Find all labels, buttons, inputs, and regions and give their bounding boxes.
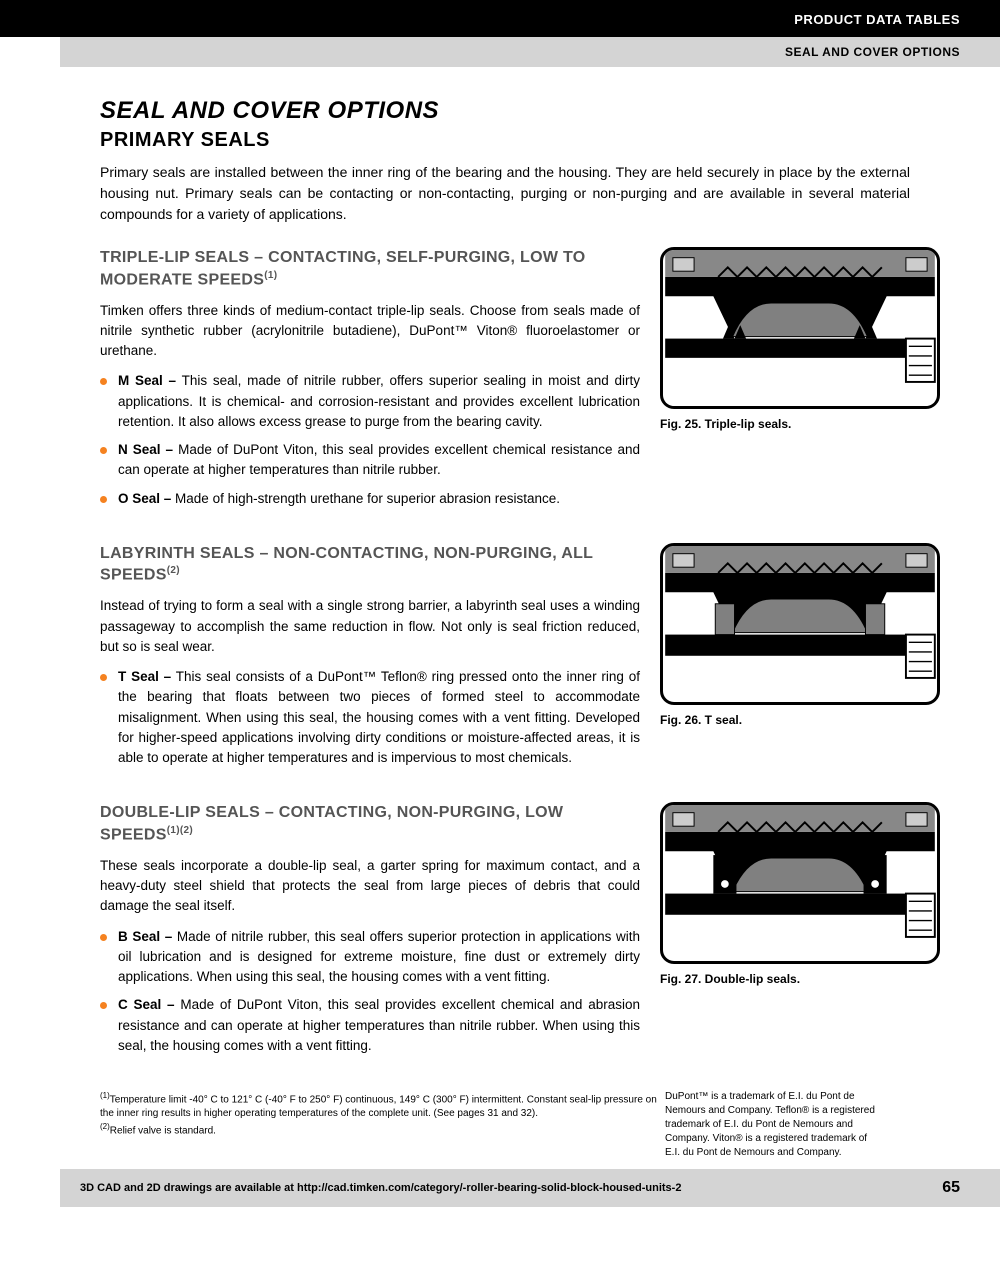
heading-sup: (1) (264, 270, 277, 281)
item-label: B Seal – (118, 929, 172, 944)
list-item: N Seal – Made of DuPont Viton, this seal… (100, 440, 640, 481)
figure-col: Fig. 25. Triple-lip seals. (660, 247, 940, 431)
heading-sup: (1)(2) (167, 825, 193, 836)
figure-caption: Fig. 27. Double-lip seals. (660, 972, 940, 986)
section-body: These seals incorporate a double-lip sea… (100, 856, 640, 917)
page-footer: 3D CAD and 2D drawings are available at … (60, 1169, 1000, 1207)
figure-caption: Fig. 26. T seal. (660, 713, 940, 727)
item-label: N Seal – (118, 442, 173, 457)
heading-text: TRIPLE-LIP SEALS – CONTACTING, SELF-PURG… (100, 249, 586, 288)
heading-sup: (2) (167, 565, 180, 576)
seal-list: M Seal – This seal, made of nitrile rubb… (100, 371, 640, 509)
item-text: Made of DuPont Viton, this seal provides… (118, 997, 640, 1053)
header-top: PRODUCT DATA TABLES (0, 0, 1000, 37)
item-label: C Seal – (118, 997, 175, 1012)
trademark-notice: DuPont™ is a trademark of E.I. du Pont d… (665, 1090, 880, 1160)
item-label: O Seal – (118, 491, 171, 506)
figure-caption: Fig. 25. Triple-lip seals. (660, 417, 940, 431)
page-subtitle: PRIMARY SEALS (100, 129, 940, 152)
footer-text: 3D CAD and 2D drawings are available at … (80, 1182, 681, 1194)
figure-col: Fig. 27. Double-lip seals. (660, 802, 940, 986)
item-label: M Seal – (118, 373, 176, 388)
item-text: Made of DuPont Viton, this seal provides… (118, 442, 640, 477)
section-body: Timken offers three kinds of medium-cont… (100, 301, 640, 362)
section-heading: TRIPLE-LIP SEALS – CONTACTING, SELF-PURG… (100, 247, 640, 291)
item-text: This seal consists of a DuPont™ Teflon® … (118, 669, 640, 765)
footnotes: (1)Temperature limit -40° C to 121° C (-… (100, 1090, 660, 1139)
section-body: Instead of trying to form a seal with a … (100, 596, 640, 657)
page-number: 65 (942, 1179, 960, 1197)
content: SEAL AND COVER OPTIONS PRIMARY SEALS Pri… (0, 67, 1000, 1139)
intro-paragraph: Primary seals are installed between the … (100, 162, 910, 225)
list-item: O Seal – Made of high-strength urethane … (100, 489, 640, 509)
section-heading: LABYRINTH SEALS – NON-CONTACTING, NON-PU… (100, 543, 640, 587)
list-item: B Seal – Made of nitrile rubber, this se… (100, 927, 640, 988)
item-text: This seal, made of nitrile rubber, offer… (118, 373, 640, 429)
item-text: Made of high-strength urethane for super… (171, 491, 560, 506)
section-double-lip: DOUBLE-LIP SEALS – CONTACTING, NON-PURGI… (100, 802, 940, 1064)
figure-col: Fig. 26. T seal. (660, 543, 940, 727)
list-item: C Seal – Made of DuPont Viton, this seal… (100, 995, 640, 1056)
list-item: T Seal – This seal consists of a DuPont™… (100, 667, 640, 768)
footnote-2: (2)Relief valve is standard. (100, 1121, 660, 1138)
page-title: SEAL AND COVER OPTIONS (100, 97, 940, 125)
figure-26 (660, 543, 940, 705)
figure-25 (660, 247, 940, 409)
seal-list: B Seal – Made of nitrile rubber, this se… (100, 927, 640, 1057)
section-heading: DOUBLE-LIP SEALS – CONTACTING, NON-PURGI… (100, 802, 640, 846)
figure-27 (660, 802, 940, 964)
list-item: M Seal – This seal, made of nitrile rubb… (100, 371, 640, 432)
seal-list: T Seal – This seal consists of a DuPont™… (100, 667, 640, 768)
section-labyrinth: LABYRINTH SEALS – NON-CONTACTING, NON-PU… (100, 543, 940, 777)
item-text: Made of nitrile rubber, this seal offers… (118, 929, 640, 985)
header-sub: SEAL AND COVER OPTIONS (60, 37, 1000, 67)
item-label: T Seal – (118, 669, 171, 684)
page: PRODUCT DATA TABLES SEAL AND COVER OPTIO… (0, 0, 1000, 1207)
section-triple-lip: TRIPLE-LIP SEALS – CONTACTING, SELF-PURG… (100, 247, 940, 517)
heading-text: DOUBLE-LIP SEALS – CONTACTING, NON-PURGI… (100, 804, 563, 843)
footnote-1: (1)Temperature limit -40° C to 121° C (-… (100, 1090, 660, 1121)
